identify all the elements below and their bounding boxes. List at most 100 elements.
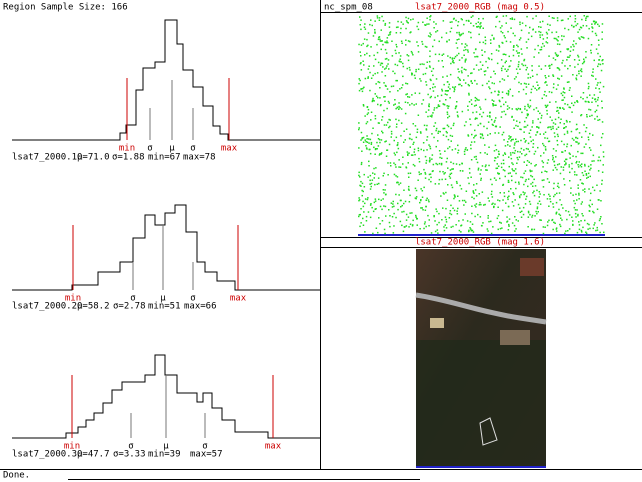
speckle xyxy=(384,141,386,143)
speckle xyxy=(403,202,405,205)
speckle xyxy=(587,100,589,103)
speckle xyxy=(374,31,376,33)
speckle xyxy=(479,216,482,218)
speckle xyxy=(523,126,526,128)
speckle xyxy=(479,122,482,125)
speckle xyxy=(360,222,362,224)
speckle xyxy=(399,166,402,168)
speckle xyxy=(425,205,427,208)
speckle xyxy=(397,147,400,150)
speckle xyxy=(493,38,495,40)
speckle xyxy=(416,41,418,43)
speckle xyxy=(541,160,543,162)
speckle xyxy=(425,199,427,201)
speckle xyxy=(379,64,382,66)
speckle xyxy=(533,153,536,155)
speckle xyxy=(362,105,365,107)
speckle xyxy=(448,115,451,118)
speckle xyxy=(469,118,471,120)
speckle xyxy=(409,31,411,34)
speckle xyxy=(533,228,536,231)
speckle xyxy=(432,67,435,70)
speckle xyxy=(571,137,574,140)
speckle xyxy=(502,131,505,134)
speckle xyxy=(429,157,431,159)
speckle xyxy=(426,136,429,138)
speckle xyxy=(597,52,599,55)
speckle xyxy=(475,203,478,205)
speckle xyxy=(429,145,431,148)
speckle xyxy=(434,220,436,222)
speckle xyxy=(505,40,508,43)
speckle xyxy=(540,26,542,28)
speckle xyxy=(499,227,502,230)
speckle xyxy=(590,52,592,54)
speckle xyxy=(440,195,442,197)
speckle xyxy=(574,20,576,23)
speckle xyxy=(553,160,556,163)
speckle xyxy=(430,176,432,179)
speckle xyxy=(484,42,487,45)
speckle xyxy=(563,92,566,94)
speckle xyxy=(378,217,380,219)
speckle xyxy=(584,163,586,166)
speckle xyxy=(446,111,449,113)
speckle xyxy=(506,105,509,107)
speckle xyxy=(551,17,554,19)
speckle xyxy=(495,179,497,181)
speckle xyxy=(537,84,539,86)
speckle xyxy=(512,54,515,57)
speckle xyxy=(501,25,503,27)
speckle xyxy=(475,104,477,106)
speckle xyxy=(566,130,569,133)
speckle xyxy=(584,165,586,167)
speckle xyxy=(381,15,383,18)
speckle xyxy=(481,191,484,193)
speckle xyxy=(377,145,380,147)
speckle xyxy=(385,155,388,157)
speckle xyxy=(572,155,574,157)
speckle xyxy=(484,74,486,76)
speckle xyxy=(537,211,539,213)
speckle xyxy=(506,216,508,218)
speckle xyxy=(393,152,396,154)
speckle xyxy=(522,206,525,209)
speckle xyxy=(370,185,372,188)
speckle xyxy=(585,15,588,18)
speckle xyxy=(546,104,549,107)
speckle xyxy=(540,155,542,157)
speckle xyxy=(448,39,450,41)
speckle xyxy=(570,46,572,48)
speckle xyxy=(537,146,539,149)
speckle xyxy=(473,184,475,186)
speckle xyxy=(366,113,369,116)
speckle xyxy=(580,229,583,232)
speckle xyxy=(360,139,362,141)
speckle xyxy=(601,121,604,123)
speckle xyxy=(407,17,410,20)
speckle xyxy=(498,200,501,202)
speckle xyxy=(546,178,549,180)
speckle xyxy=(366,38,368,41)
speckle xyxy=(535,15,537,17)
speckle xyxy=(578,224,581,226)
speckle xyxy=(371,206,373,209)
speckle xyxy=(414,187,417,190)
speckle xyxy=(582,183,584,185)
speckle xyxy=(400,61,402,63)
speckle xyxy=(599,159,602,162)
speckle xyxy=(596,226,598,229)
speckle xyxy=(438,105,441,107)
speckle xyxy=(425,81,427,83)
speckle xyxy=(487,134,489,136)
speckle xyxy=(546,33,549,35)
speckle xyxy=(419,201,421,204)
speckle xyxy=(398,52,400,54)
speckle xyxy=(386,40,388,42)
speckle xyxy=(480,137,482,139)
speckle xyxy=(407,154,409,156)
speckle xyxy=(398,166,400,168)
speckle xyxy=(392,203,394,205)
speckle xyxy=(535,107,538,109)
speckle xyxy=(433,125,435,127)
